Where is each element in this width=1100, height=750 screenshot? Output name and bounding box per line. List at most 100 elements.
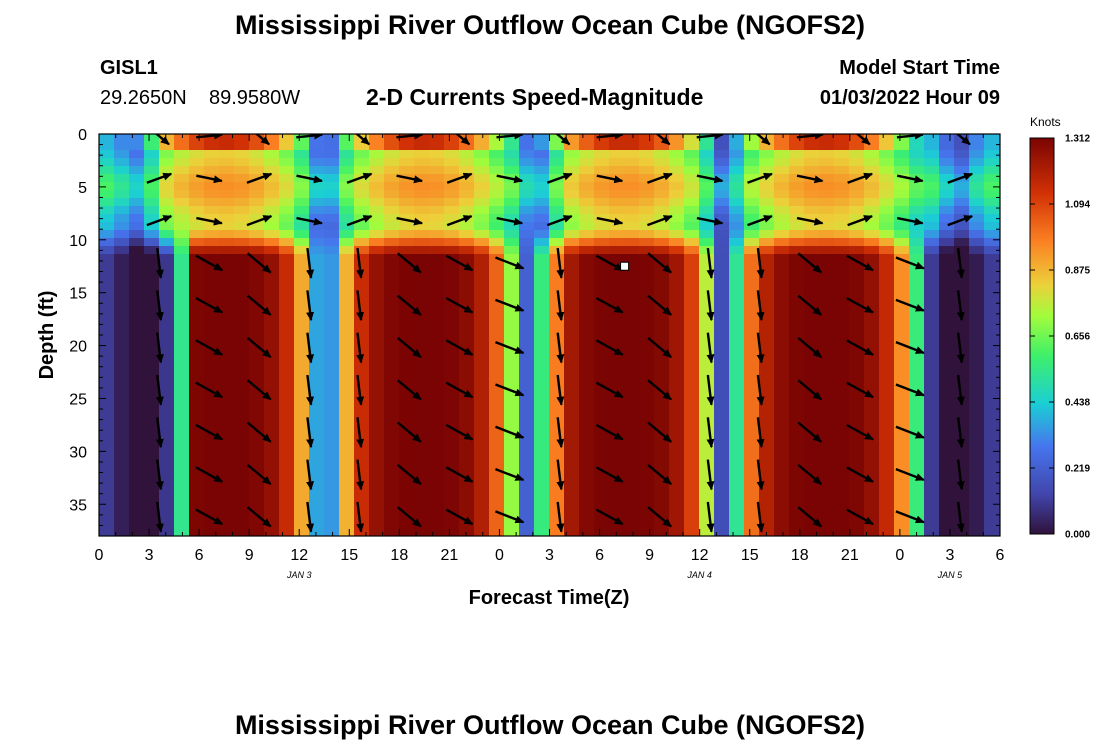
heatmap-cell: [759, 478, 775, 487]
heatmap-cell: [879, 254, 895, 263]
heatmap-cell: [384, 398, 400, 407]
heatmap-cell: [474, 446, 490, 455]
heatmap-cell: [114, 486, 130, 495]
date-label: JAN 4: [686, 570, 712, 580]
heatmap-cell: [864, 246, 880, 255]
current-arrow: [496, 134, 524, 140]
heatmap-cell: [894, 150, 910, 159]
heatmap-cell: [909, 198, 925, 207]
heatmap-cell: [984, 182, 1000, 191]
heatmap-cell: [999, 206, 1000, 215]
heatmap-cell: [174, 150, 190, 159]
heatmap-cell: [714, 326, 730, 335]
heatmap-cell: [504, 462, 520, 471]
heatmap-cell: [264, 286, 280, 295]
heatmap-cell: [984, 294, 1000, 303]
heatmap-cell: [114, 422, 130, 431]
heatmap-cell: [324, 166, 340, 175]
heatmap-cell: [414, 398, 430, 407]
heatmap-cell: [954, 534, 970, 536]
heatmap-cell: [804, 462, 820, 471]
heatmap-cell: [639, 278, 655, 287]
heatmap-cell: [204, 494, 220, 503]
x-tick-label: 15: [741, 547, 759, 564]
current-arrow: [556, 247, 565, 279]
heatmap-cell: [744, 406, 760, 415]
heatmap-cell: [954, 470, 970, 479]
heatmap-cell: [429, 534, 445, 536]
heatmap-cell: [684, 342, 700, 351]
heatmap-cell: [444, 478, 460, 487]
heatmap-cell: [714, 286, 730, 295]
heatmap-cell: [909, 150, 925, 159]
heatmap-cell: [669, 454, 685, 463]
heatmap-cell: [939, 510, 955, 519]
heatmap-cell: [534, 230, 550, 239]
heatmap-cell: [279, 310, 295, 319]
date-label: JAN 5: [937, 570, 964, 580]
heatmap-cell: [204, 526, 220, 535]
heatmap-cell: [639, 230, 655, 239]
heatmap-cell: [684, 510, 700, 519]
heatmap-cell: [414, 142, 430, 151]
heatmap-cell: [174, 358, 190, 367]
heatmap-cell: [504, 238, 520, 247]
heatmap-cell: [669, 374, 685, 383]
heatmap-cell: [369, 462, 385, 471]
heatmap-cell: [354, 406, 370, 415]
heatmap-cell: [744, 446, 760, 455]
heatmap-cell: [519, 430, 535, 439]
current-arrow: [306, 247, 315, 279]
heatmap-cell: [774, 398, 790, 407]
heatmap-cell: [444, 310, 460, 319]
heatmap-cell: [624, 294, 640, 303]
heatmap-cell: [654, 350, 670, 359]
heatmap-cell: [309, 454, 325, 463]
current-arrow: [956, 247, 965, 279]
heatmap-cell: [894, 342, 910, 351]
heatmap-cell: [399, 526, 415, 535]
heatmap-cell: [849, 358, 865, 367]
heatmap-cell: [204, 374, 220, 383]
heatmap-cell: [324, 158, 340, 167]
heatmap-cell: [639, 526, 655, 535]
heatmap-cell: [129, 150, 145, 159]
heatmap-cell: [204, 294, 220, 303]
heatmap-cell: [174, 518, 190, 527]
heatmap-cell: [819, 246, 835, 255]
heatmap-cell: [939, 494, 955, 503]
heatmap-cell: [279, 374, 295, 383]
heatmap-cell: [744, 238, 760, 247]
heatmap-cell: [789, 262, 805, 271]
heatmap-cell: [729, 134, 745, 143]
heatmap-cell: [984, 438, 1000, 447]
heatmap-cell: [804, 342, 820, 351]
heatmap-cell: [579, 486, 595, 495]
heatmap-cell: [309, 430, 325, 439]
heatmap-cell: [864, 382, 880, 391]
heatmap-cell: [759, 166, 775, 175]
heatmap-cell: [969, 382, 985, 391]
heatmap-cell: [849, 526, 865, 535]
heatmap-cell: [249, 134, 265, 143]
heatmap-cell: [924, 214, 940, 223]
heatmap-cell: [789, 526, 805, 535]
heatmap-cell: [234, 494, 250, 503]
heatmap-cell: [714, 278, 730, 287]
heatmap-cell: [294, 454, 310, 463]
heatmap-cell: [924, 142, 940, 151]
heatmap-cell: [534, 150, 550, 159]
heatmap-cell: [609, 150, 625, 159]
heatmap-cell: [879, 470, 895, 479]
heatmap-cell: [639, 398, 655, 407]
heatmap-cell: [639, 478, 655, 487]
heatmap-cell: [774, 374, 790, 383]
heatmap-cell: [249, 478, 265, 487]
heatmap-cell: [609, 166, 625, 175]
heatmap-cell: [654, 486, 670, 495]
heatmap-cell: [189, 398, 205, 407]
heatmap-cell: [234, 166, 250, 175]
heatmap-cell: [729, 502, 745, 511]
heatmap-cell: [774, 486, 790, 495]
heatmap-cell: [294, 198, 310, 207]
